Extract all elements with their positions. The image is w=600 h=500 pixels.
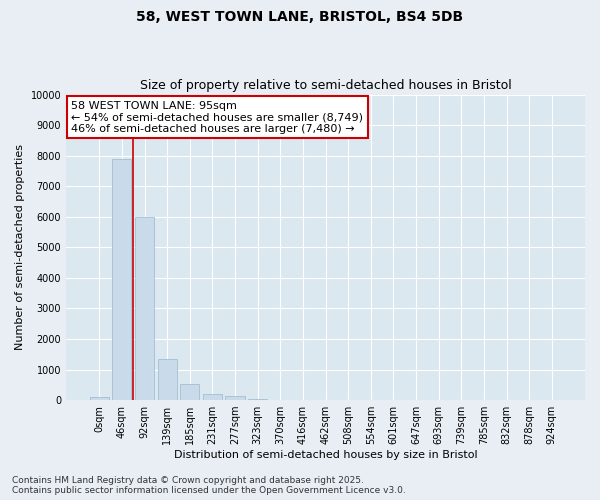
Y-axis label: Number of semi-detached properties: Number of semi-detached properties [15,144,25,350]
Bar [180,384,199,400]
Bar [89,397,109,400]
Text: Contains HM Land Registry data © Crown copyright and database right 2025.
Contai: Contains HM Land Registry data © Crown c… [12,476,406,495]
Text: 58 WEST TOWN LANE: 95sqm
← 54% of semi-detached houses are smaller (8,749)
46% o: 58 WEST TOWN LANE: 95sqm ← 54% of semi-d… [71,100,363,134]
Text: 58, WEST TOWN LANE, BRISTOL, BS4 5DB: 58, WEST TOWN LANE, BRISTOL, BS4 5DB [136,10,464,24]
X-axis label: Distribution of semi-detached houses by size in Bristol: Distribution of semi-detached houses by … [174,450,478,460]
Bar [226,396,245,400]
Bar [112,158,131,400]
Bar [203,394,222,400]
Bar [158,359,177,400]
Title: Size of property relative to semi-detached houses in Bristol: Size of property relative to semi-detach… [140,79,511,92]
Bar [248,398,267,400]
Bar [135,217,154,400]
